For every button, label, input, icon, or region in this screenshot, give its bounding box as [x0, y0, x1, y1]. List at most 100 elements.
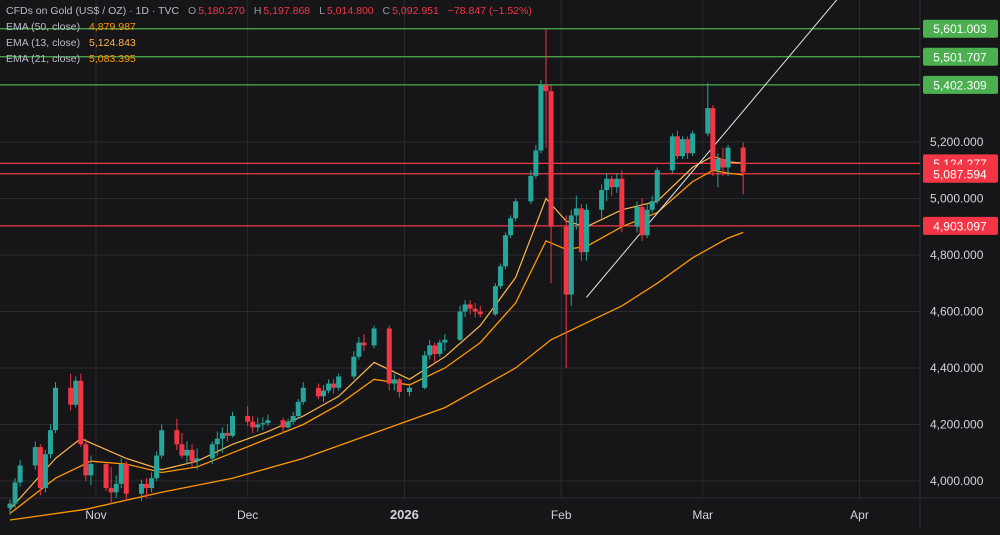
- price-change: −78.847 (−1.52%): [447, 5, 532, 17]
- candle-body: [533, 150, 539, 176]
- indicator-ema50[interactable]: EMA (50, close) 4,879.987: [6, 19, 532, 35]
- candle-body: [619, 178, 625, 227]
- candle-body: [113, 483, 119, 493]
- y-tick-label: 5,000.000: [930, 192, 984, 206]
- y-tick-label: 4,800.000: [930, 248, 984, 262]
- candle-body: [477, 311, 483, 315]
- candle-body: [78, 380, 84, 445]
- x-tick-label: Feb: [551, 508, 572, 522]
- candle-body: [503, 235, 509, 267]
- trend-line: [586, 0, 838, 298]
- ohlc-open-value: 5,180.270: [198, 5, 245, 17]
- candle-body: [467, 304, 473, 309]
- ohlc-open-key: O: [188, 5, 197, 17]
- candle-body: [386, 328, 392, 384]
- indicator-ema50-label: EMA (50, close): [6, 21, 81, 33]
- x-tick-label: Dec: [237, 508, 258, 522]
- indicator-ema13[interactable]: EMA (13, close) 5,124.843: [6, 35, 532, 51]
- candle-body: [644, 209, 650, 236]
- legend-symbol-row: CFDs on Gold (US$ / OZ) · 1D · TVC O 5,18…: [6, 3, 532, 19]
- ohlc-high-value: 5,197.868: [263, 5, 311, 17]
- candle-body: [88, 464, 94, 476]
- candle-body: [32, 447, 38, 466]
- indicator-ema21-label: EMA (21, close): [6, 53, 81, 65]
- candle-body: [17, 465, 23, 483]
- candle-body: [715, 158, 721, 171]
- support-price-tag: [923, 164, 998, 183]
- candle-body: [609, 178, 615, 188]
- support-price-tag: [923, 216, 998, 235]
- resistance-price-tag: [923, 47, 998, 66]
- candle-body: [371, 328, 377, 346]
- candle-body: [73, 380, 79, 405]
- candle-body: [472, 308, 478, 312]
- candle-body: [280, 420, 286, 428]
- candle-body: [690, 133, 696, 154]
- resistance-price-tag: [923, 75, 998, 94]
- candle-body: [604, 178, 610, 191]
- candle-body: [361, 342, 367, 346]
- ohlc-close-key: C: [382, 5, 391, 17]
- candle-body: [705, 108, 711, 134]
- candle-body: [290, 416, 296, 422]
- candle-body: [406, 387, 412, 393]
- candle-body: [356, 342, 362, 357]
- candle-body: [37, 447, 43, 489]
- resistance-price-label: 5,501.707: [933, 50, 987, 64]
- chart-legend: CFDs on Gold (US$ / OZ) · 1D · TVC O 5,18…: [6, 3, 532, 67]
- ema-line-50: [9, 231, 744, 521]
- candle-body: [265, 420, 271, 424]
- resistance-price-label: 5,402.309: [933, 78, 987, 92]
- candle-body: [583, 209, 589, 253]
- x-tick-label: Mar: [692, 508, 713, 522]
- candle-body: [12, 482, 18, 504]
- y-tick-label: 4,600.000: [930, 305, 984, 319]
- candle-body: [548, 91, 554, 227]
- candle-body: [209, 444, 215, 459]
- ohlc-low: L 5,014.800: [313, 5, 376, 17]
- y-tick-label: 4,200.000: [930, 418, 984, 432]
- candle-body: [53, 387, 59, 431]
- candle-body: [189, 449, 195, 462]
- candle-body: [543, 85, 549, 92]
- ohlc-low-key: L: [319, 5, 325, 17]
- candle-body: [710, 108, 716, 171]
- ohlc-low-value: 5,014.800: [326, 5, 374, 17]
- candle-body: [285, 421, 291, 428]
- candle-body: [740, 147, 746, 173]
- candle-body: [685, 139, 691, 154]
- candle-body: [250, 421, 256, 428]
- candle-body: [245, 416, 251, 422]
- candle-body: [83, 444, 89, 476]
- candle-body: [103, 464, 109, 489]
- ohlc-open: O 5,180.270: [182, 5, 248, 17]
- support-price-label: 4,903.097: [933, 219, 987, 233]
- candle-body: [422, 355, 428, 388]
- indicator-ema21[interactable]: EMA (21, close) 5,083.395: [6, 51, 532, 67]
- y-tick-label: 5,200.000: [930, 135, 984, 149]
- candle-body: [144, 483, 150, 489]
- candle-body: [336, 376, 342, 388]
- candle-body: [492, 286, 498, 315]
- candle-body: [326, 383, 332, 391]
- candle-body: [108, 488, 114, 493]
- candle-body: [331, 383, 337, 388]
- candle-body: [513, 201, 519, 219]
- candle-body: [680, 139, 686, 157]
- candle-body: [321, 390, 327, 397]
- candle-body: [391, 379, 397, 384]
- candle-body: [179, 444, 185, 456]
- candle-body: [174, 430, 180, 445]
- candle-body: [669, 136, 675, 171]
- candle-body: [674, 136, 680, 157]
- support-price-label: 5,087.594: [933, 167, 987, 181]
- x-tick-label: Nov: [85, 508, 106, 522]
- candle-body: [149, 478, 155, 489]
- candle-body: [224, 432, 230, 436]
- candle-body: [437, 342, 443, 354]
- ohlc-high-key: H: [253, 5, 262, 17]
- candle-body: [639, 206, 645, 236]
- y-tick-label: 4,000.000: [930, 474, 984, 488]
